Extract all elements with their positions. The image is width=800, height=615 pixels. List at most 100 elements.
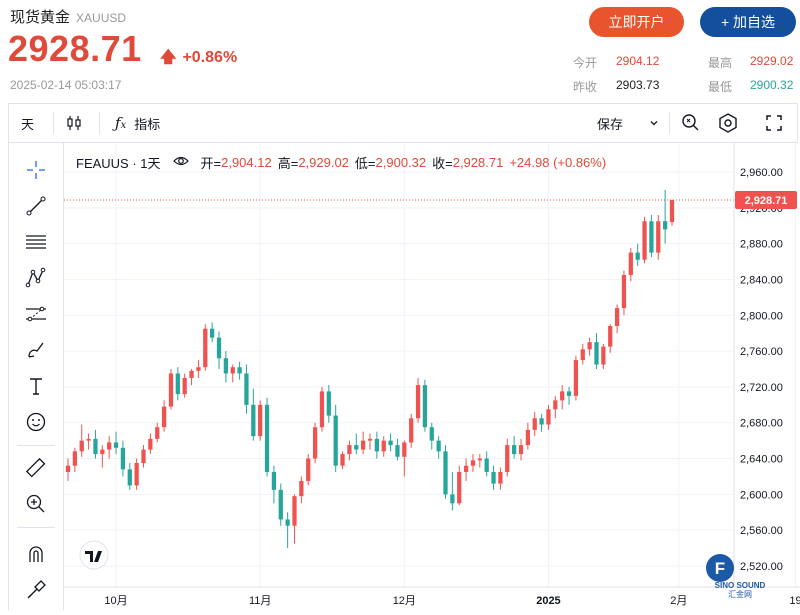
legend-low-label: 低=	[354, 156, 376, 171]
candle-body	[292, 496, 297, 526]
fib-lines-icon[interactable]	[21, 229, 51, 255]
fx-icon: ƒx	[115, 114, 127, 132]
stat-high-label: 最高	[708, 56, 733, 70]
brush-icon[interactable]	[21, 337, 51, 363]
candle-body	[264, 404, 270, 472]
save-dropdown-chevron-icon[interactable]	[649, 104, 659, 142]
candle-body	[210, 328, 215, 338]
candle-body	[216, 337, 222, 359]
toolbar-divider	[669, 112, 670, 134]
candle-body	[669, 200, 675, 223]
symbol-code: XAUUSD	[76, 11, 127, 25]
candle-body	[326, 391, 331, 416]
candle-body	[230, 367, 235, 374]
svg-text:F: F	[715, 559, 725, 578]
stat-prev-label: 昨收	[573, 80, 598, 94]
candle-body	[72, 451, 77, 466]
candle-body	[189, 370, 194, 378]
price-tag-bg	[735, 191, 797, 210]
quick-search-icon[interactable]	[681, 104, 701, 142]
candle-body	[196, 367, 201, 371]
fullscreen-icon[interactable]	[765, 104, 783, 142]
settings-gear-icon[interactable]	[717, 104, 739, 142]
time-tick-label: 19	[789, 595, 800, 607]
price-axis: 2,960.002,920.002,880.002,840.002,800.00…	[740, 167, 783, 573]
candle-body	[608, 326, 613, 347]
candle-type-icon[interactable]	[65, 104, 83, 142]
candle-body	[161, 406, 167, 428]
candle-body	[333, 415, 338, 466]
candle-body	[663, 221, 668, 230]
indicators-button[interactable]: ƒx 指标	[115, 104, 160, 142]
candle-body	[415, 385, 421, 419]
up-arrow-icon: 🡅	[160, 49, 177, 66]
svg-text:SINO SOUND: SINO SOUND	[715, 581, 766, 590]
candle-body	[113, 442, 119, 448]
candle-body	[155, 427, 160, 439]
tool-divider	[17, 527, 55, 528]
candle-body	[614, 308, 620, 327]
current-price: 2928.71	[8, 28, 142, 69]
candle-body	[491, 471, 496, 484]
price-tick-label: 2,520.00	[740, 561, 783, 573]
svg-text:汇金网: 汇金网	[728, 589, 752, 599]
emoji-icon[interactable]	[21, 409, 51, 435]
projection-icon[interactable]	[21, 301, 51, 327]
price-change: 🡅 +0.86%	[160, 46, 237, 73]
legend-close-value: 2,928.71	[452, 155, 504, 170]
candle-body	[443, 451, 448, 495]
lock-drawing-icon[interactable]	[21, 577, 51, 603]
legend-change: +24.98 (+0.86%)	[509, 155, 607, 170]
candle-body	[656, 221, 661, 253]
candle-body	[299, 480, 304, 497]
candle-body	[505, 445, 510, 472]
add-watchlist-button[interactable]: + 加自选	[700, 7, 796, 37]
time-tick-label: 2月	[670, 595, 687, 607]
eye-icon[interactable]	[172, 155, 189, 170]
candle-body	[553, 400, 558, 410]
candle-body	[127, 469, 132, 486]
time-tick-label: 10月	[104, 595, 127, 607]
zoom-in-icon[interactable]	[21, 491, 51, 517]
interval-selector[interactable]: 天	[21, 116, 35, 132]
candle-body	[546, 409, 551, 425]
tool-divider	[17, 445, 55, 446]
crosshair-icon[interactable]	[21, 157, 51, 183]
candle-body	[100, 449, 105, 455]
save-button[interactable]: 保存	[597, 104, 623, 142]
save-label: 保存	[597, 116, 624, 132]
candle-body	[182, 377, 187, 395]
candle-body	[312, 427, 318, 459]
legend-low-value: 2,900.32	[375, 155, 427, 170]
stat-low-label: 最低	[708, 80, 733, 94]
legend-symbol[interactable]: FEAUUS · 1天	[76, 156, 161, 171]
stat-high-value: 2929.02	[750, 54, 794, 68]
candle-body	[580, 349, 585, 361]
grid-lines	[64, 143, 797, 587]
candle-body	[539, 418, 544, 425]
candle-body	[244, 373, 249, 405]
indicators-label: 指标	[134, 116, 161, 132]
legend-high-label: 高=	[277, 156, 299, 171]
candle-body	[566, 391, 572, 396]
candle-body	[409, 418, 414, 443]
magnet-icon[interactable]	[21, 541, 51, 567]
candle-body	[484, 458, 489, 472]
chart-toolbar: 天 ƒx 指标 保存	[8, 103, 798, 143]
toolbar-divider	[53, 112, 54, 134]
candle-body	[148, 438, 153, 450]
candle-body	[429, 427, 434, 441]
trend-line-icon[interactable]	[21, 193, 51, 219]
open-account-button[interactable]: 立即开户	[589, 7, 684, 37]
price-tick-label: 2,720.00	[740, 382, 783, 394]
price-tick-label: 2,640.00	[740, 454, 783, 466]
candle-body	[168, 373, 174, 407]
text-tool-icon[interactable]	[21, 373, 51, 399]
ruler-icon[interactable]	[21, 455, 51, 481]
chart-area[interactable]: 2,960.002,920.002,880.002,840.002,800.00…	[64, 143, 800, 610]
time-tick-label: 2025	[536, 595, 560, 607]
candlestick-chart[interactable]: 2,960.002,920.002,880.002,840.002,800.00…	[64, 143, 800, 610]
pattern-icon[interactable]	[21, 265, 51, 291]
candle-body	[354, 445, 359, 450]
header: 现货黄金 XAUUSD 2928.71 🡅 +0.86% 2025-02-14 05…	[0, 0, 800, 100]
